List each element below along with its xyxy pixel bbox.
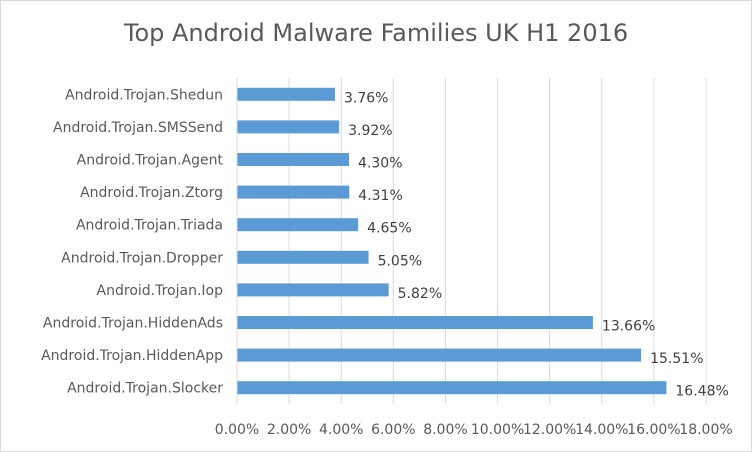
category-label: Android.Trojan.Slocker xyxy=(67,381,223,397)
bar xyxy=(237,316,593,329)
bar xyxy=(237,250,369,264)
data-label: 4.30% xyxy=(358,156,402,172)
data-label: 15.51% xyxy=(650,351,703,367)
chart-title: Top Android Malware Families UK H1 2016 xyxy=(123,19,629,47)
bar xyxy=(237,218,359,232)
bar xyxy=(237,185,350,199)
data-label: 3.92% xyxy=(348,123,392,139)
data-label: 4.31% xyxy=(358,188,402,204)
data-label: 4.65% xyxy=(367,221,411,237)
category-label: Android.Trojan.HiddenApp xyxy=(41,348,223,364)
x-tick-label: 14.00% xyxy=(575,422,628,438)
bar xyxy=(237,120,340,134)
category-label: Android.Trojan.Shedun xyxy=(65,87,223,103)
bar xyxy=(237,283,389,297)
data-label: 16.48% xyxy=(675,384,728,400)
x-tick-label: 6.00% xyxy=(371,422,415,438)
data-label: 5.82% xyxy=(398,286,442,302)
x-tick-label: 18.00% xyxy=(679,422,732,438)
value-axis: 0.00% 2.00% 4.00% 6.00% 8.00% 10.00%12.00%14.… xyxy=(215,422,733,438)
bar xyxy=(237,153,350,166)
x-tick-label: 8.00% xyxy=(423,422,467,438)
category-label: Android.Trojan.HiddenAds xyxy=(43,316,223,332)
data-label: 3.76% xyxy=(344,90,388,106)
category-label: Android.Trojan.Iop xyxy=(97,283,224,299)
category-label: Android.Trojan.SMSSend xyxy=(53,120,223,136)
category-axis: Android.Trojan.Shedun Android.Trojan.SMSS… xyxy=(41,78,238,404)
bar xyxy=(237,87,335,101)
x-tick-label: 4.00% xyxy=(319,422,363,438)
category-label: Android.Trojan.Dropper xyxy=(61,250,223,266)
x-tick-label: 0.00% xyxy=(215,422,259,438)
bar-series: 3.76% 3.92% 4.30% 4.31% 4.65% 5.05% 5.82% 13.66… xyxy=(237,87,729,400)
bar xyxy=(237,381,667,395)
data-label: 13.66% xyxy=(602,319,655,335)
category-label: Android.Trojan.Triada xyxy=(76,218,223,234)
data-label: 5.05% xyxy=(378,253,422,269)
bar xyxy=(237,348,642,362)
x-tick-label: 10.00% xyxy=(471,422,524,438)
x-tick-label: 12.00% xyxy=(523,422,576,438)
x-tick-label: 2.00% xyxy=(267,422,311,438)
category-label: Android.Trojan.Ztorg xyxy=(80,185,223,201)
category-label: Android.Trojan.Agent xyxy=(77,153,224,169)
x-tick-label: 16.00% xyxy=(627,422,680,438)
